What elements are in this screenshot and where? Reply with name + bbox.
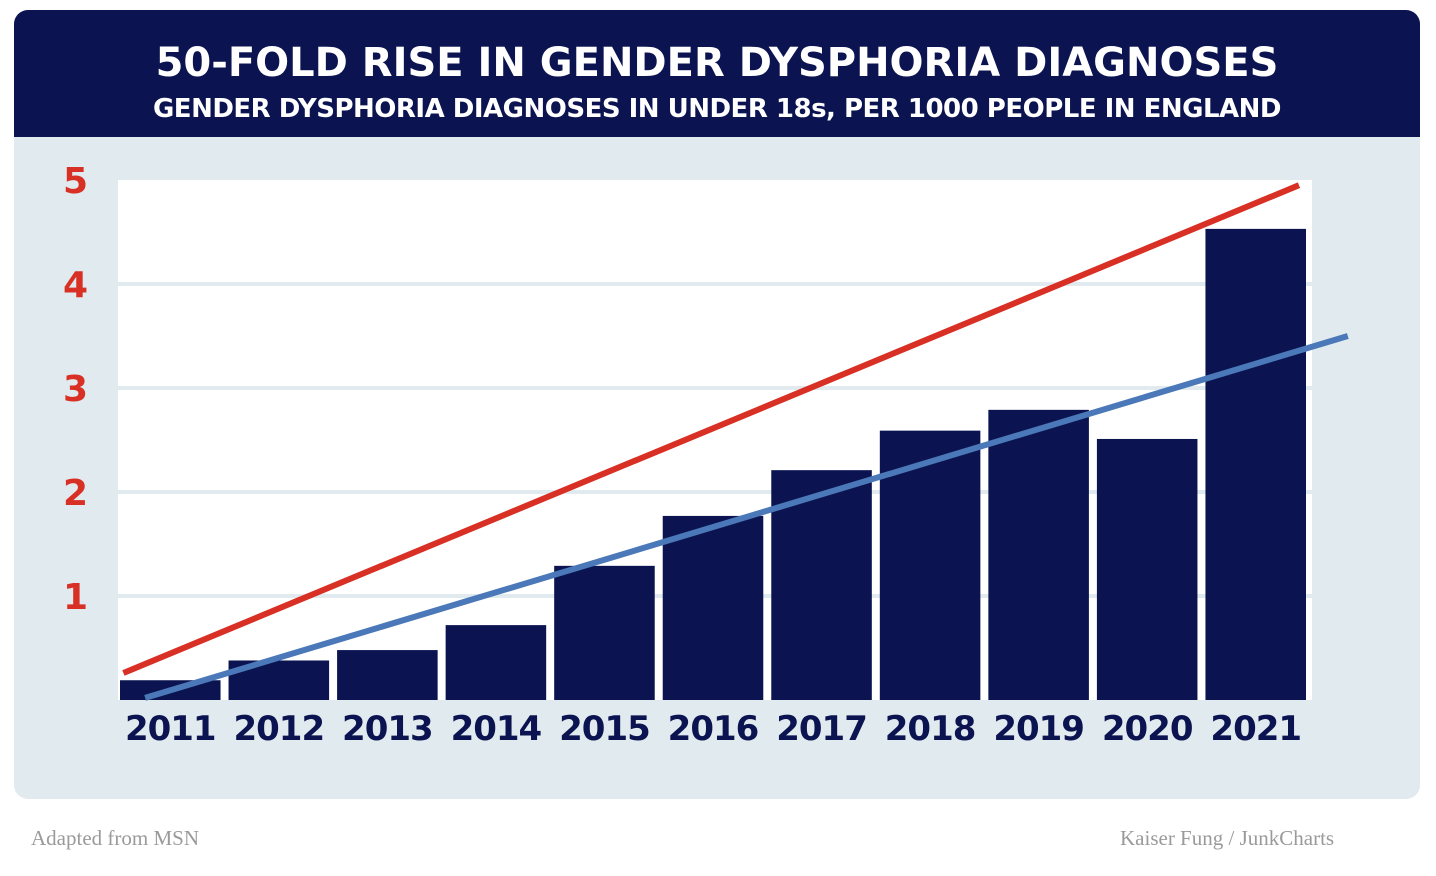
bar-2014 [445, 625, 547, 700]
bar-2019 [988, 409, 1089, 700]
x-tick-label: 2013 [342, 709, 433, 749]
bar-2021 [1205, 228, 1306, 700]
source-note: Adapted from MSN [31, 826, 199, 850]
y-tick-label: 1 [63, 577, 88, 618]
chart-subtitle: GENDER DYSPHORIA DIAGNOSES IN UNDER 18s,… [152, 94, 1282, 124]
x-tick-label: 2014 [451, 709, 542, 749]
x-tick-label: 2018 [885, 709, 976, 749]
bar-2017 [771, 470, 872, 700]
x-tick-label: 2011 [125, 709, 216, 749]
x-tick-label: 2012 [233, 709, 324, 749]
y-tick-label: 4 [63, 265, 88, 306]
x-tick-label: 2019 [993, 709, 1084, 749]
y-tick-label: 2 [63, 473, 88, 514]
bar-2016 [662, 515, 764, 700]
x-tick-label: 2015 [559, 709, 650, 749]
bar-2020 [1096, 438, 1198, 700]
bar-2015 [554, 565, 655, 700]
x-tick-label: 2021 [1210, 709, 1301, 749]
x-tick-label: 2016 [668, 709, 759, 749]
x-tick-label: 2017 [776, 709, 867, 749]
blue-trend-line [144, 333, 1349, 701]
chart-header: 50-FOLD RISE IN GENDER DYSPHORIA DIAGNOS… [14, 10, 1420, 137]
x-tick-label: 2020 [1102, 709, 1193, 749]
bar-2018 [879, 430, 981, 700]
credit-note: Kaiser Fung / JunkCharts [1120, 826, 1335, 850]
red-trend-line [122, 182, 1301, 676]
bar-2013 [337, 650, 438, 700]
chart-title: 50-FOLD RISE IN GENDER DYSPHORIA DIAGNOS… [155, 40, 1279, 86]
y-tick-label: 3 [63, 369, 88, 410]
y-tick-label: 5 [63, 161, 88, 202]
